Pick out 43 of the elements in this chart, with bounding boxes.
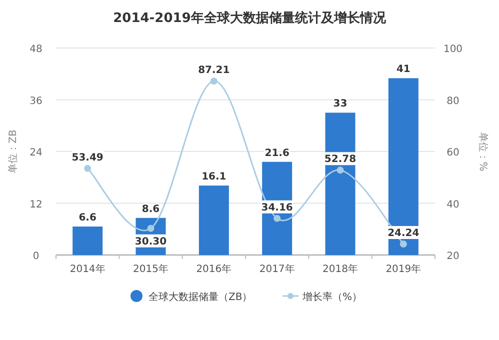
data-label: 52.78 <box>324 154 356 166</box>
data-label: 21.6 <box>264 148 290 159</box>
legend-label: 全球大数据储量（ZB） <box>148 291 252 303</box>
x-tick-label: 2019年 <box>386 263 422 275</box>
y2-tick-label: 60 <box>446 148 460 158</box>
x-tick-label: 2015年 <box>133 263 168 275</box>
data-label: 8.6 <box>142 204 160 215</box>
x-tick-label: 2017年 <box>259 263 295 275</box>
y-tick-label: 12 <box>30 199 42 210</box>
chart-title: 2014-2019年全球大数据储量统计及增长情况 <box>113 10 387 26</box>
y2-tick-label: 100 <box>443 44 463 55</box>
data-label: 24.24 <box>388 228 420 240</box>
data-label: 87.21 <box>198 65 230 76</box>
x-tick-label: 2016年 <box>196 263 232 275</box>
y-tick-label: 36 <box>30 96 42 107</box>
point <box>336 166 344 174</box>
x-tick-label: 2018年 <box>322 263 358 275</box>
y-axis-title: 单位：ZB <box>7 130 19 174</box>
y2-tick-label: 20 <box>446 251 460 262</box>
point <box>400 240 407 248</box>
data-label: 34.16 <box>261 202 293 214</box>
data-label: 30.30 <box>134 236 167 248</box>
data-label: 53.49 <box>72 152 104 164</box>
point <box>84 164 92 172</box>
point <box>147 224 154 232</box>
x-tick-label: 2014年 <box>70 263 106 275</box>
point <box>210 78 218 85</box>
data-label: 41 <box>396 64 410 76</box>
y-tick-label: 24 <box>30 148 42 158</box>
y-tick-label: 0 <box>32 251 40 262</box>
y-tick-label: 48 <box>30 44 42 55</box>
y2-tick-label: 40 <box>446 199 460 210</box>
legend-label: 增长率（%） <box>302 291 362 303</box>
data-label: 6.6 <box>78 212 96 224</box>
bar <box>325 112 356 255</box>
bar <box>72 226 103 255</box>
point <box>274 214 281 222</box>
bar <box>388 78 418 255</box>
data-label: 16.1 <box>202 172 226 183</box>
data-label: 33 <box>333 98 348 110</box>
bar <box>198 186 229 255</box>
y2-axis-title: 单位：% <box>477 132 489 172</box>
y2-tick-label: 80 <box>446 96 460 107</box>
